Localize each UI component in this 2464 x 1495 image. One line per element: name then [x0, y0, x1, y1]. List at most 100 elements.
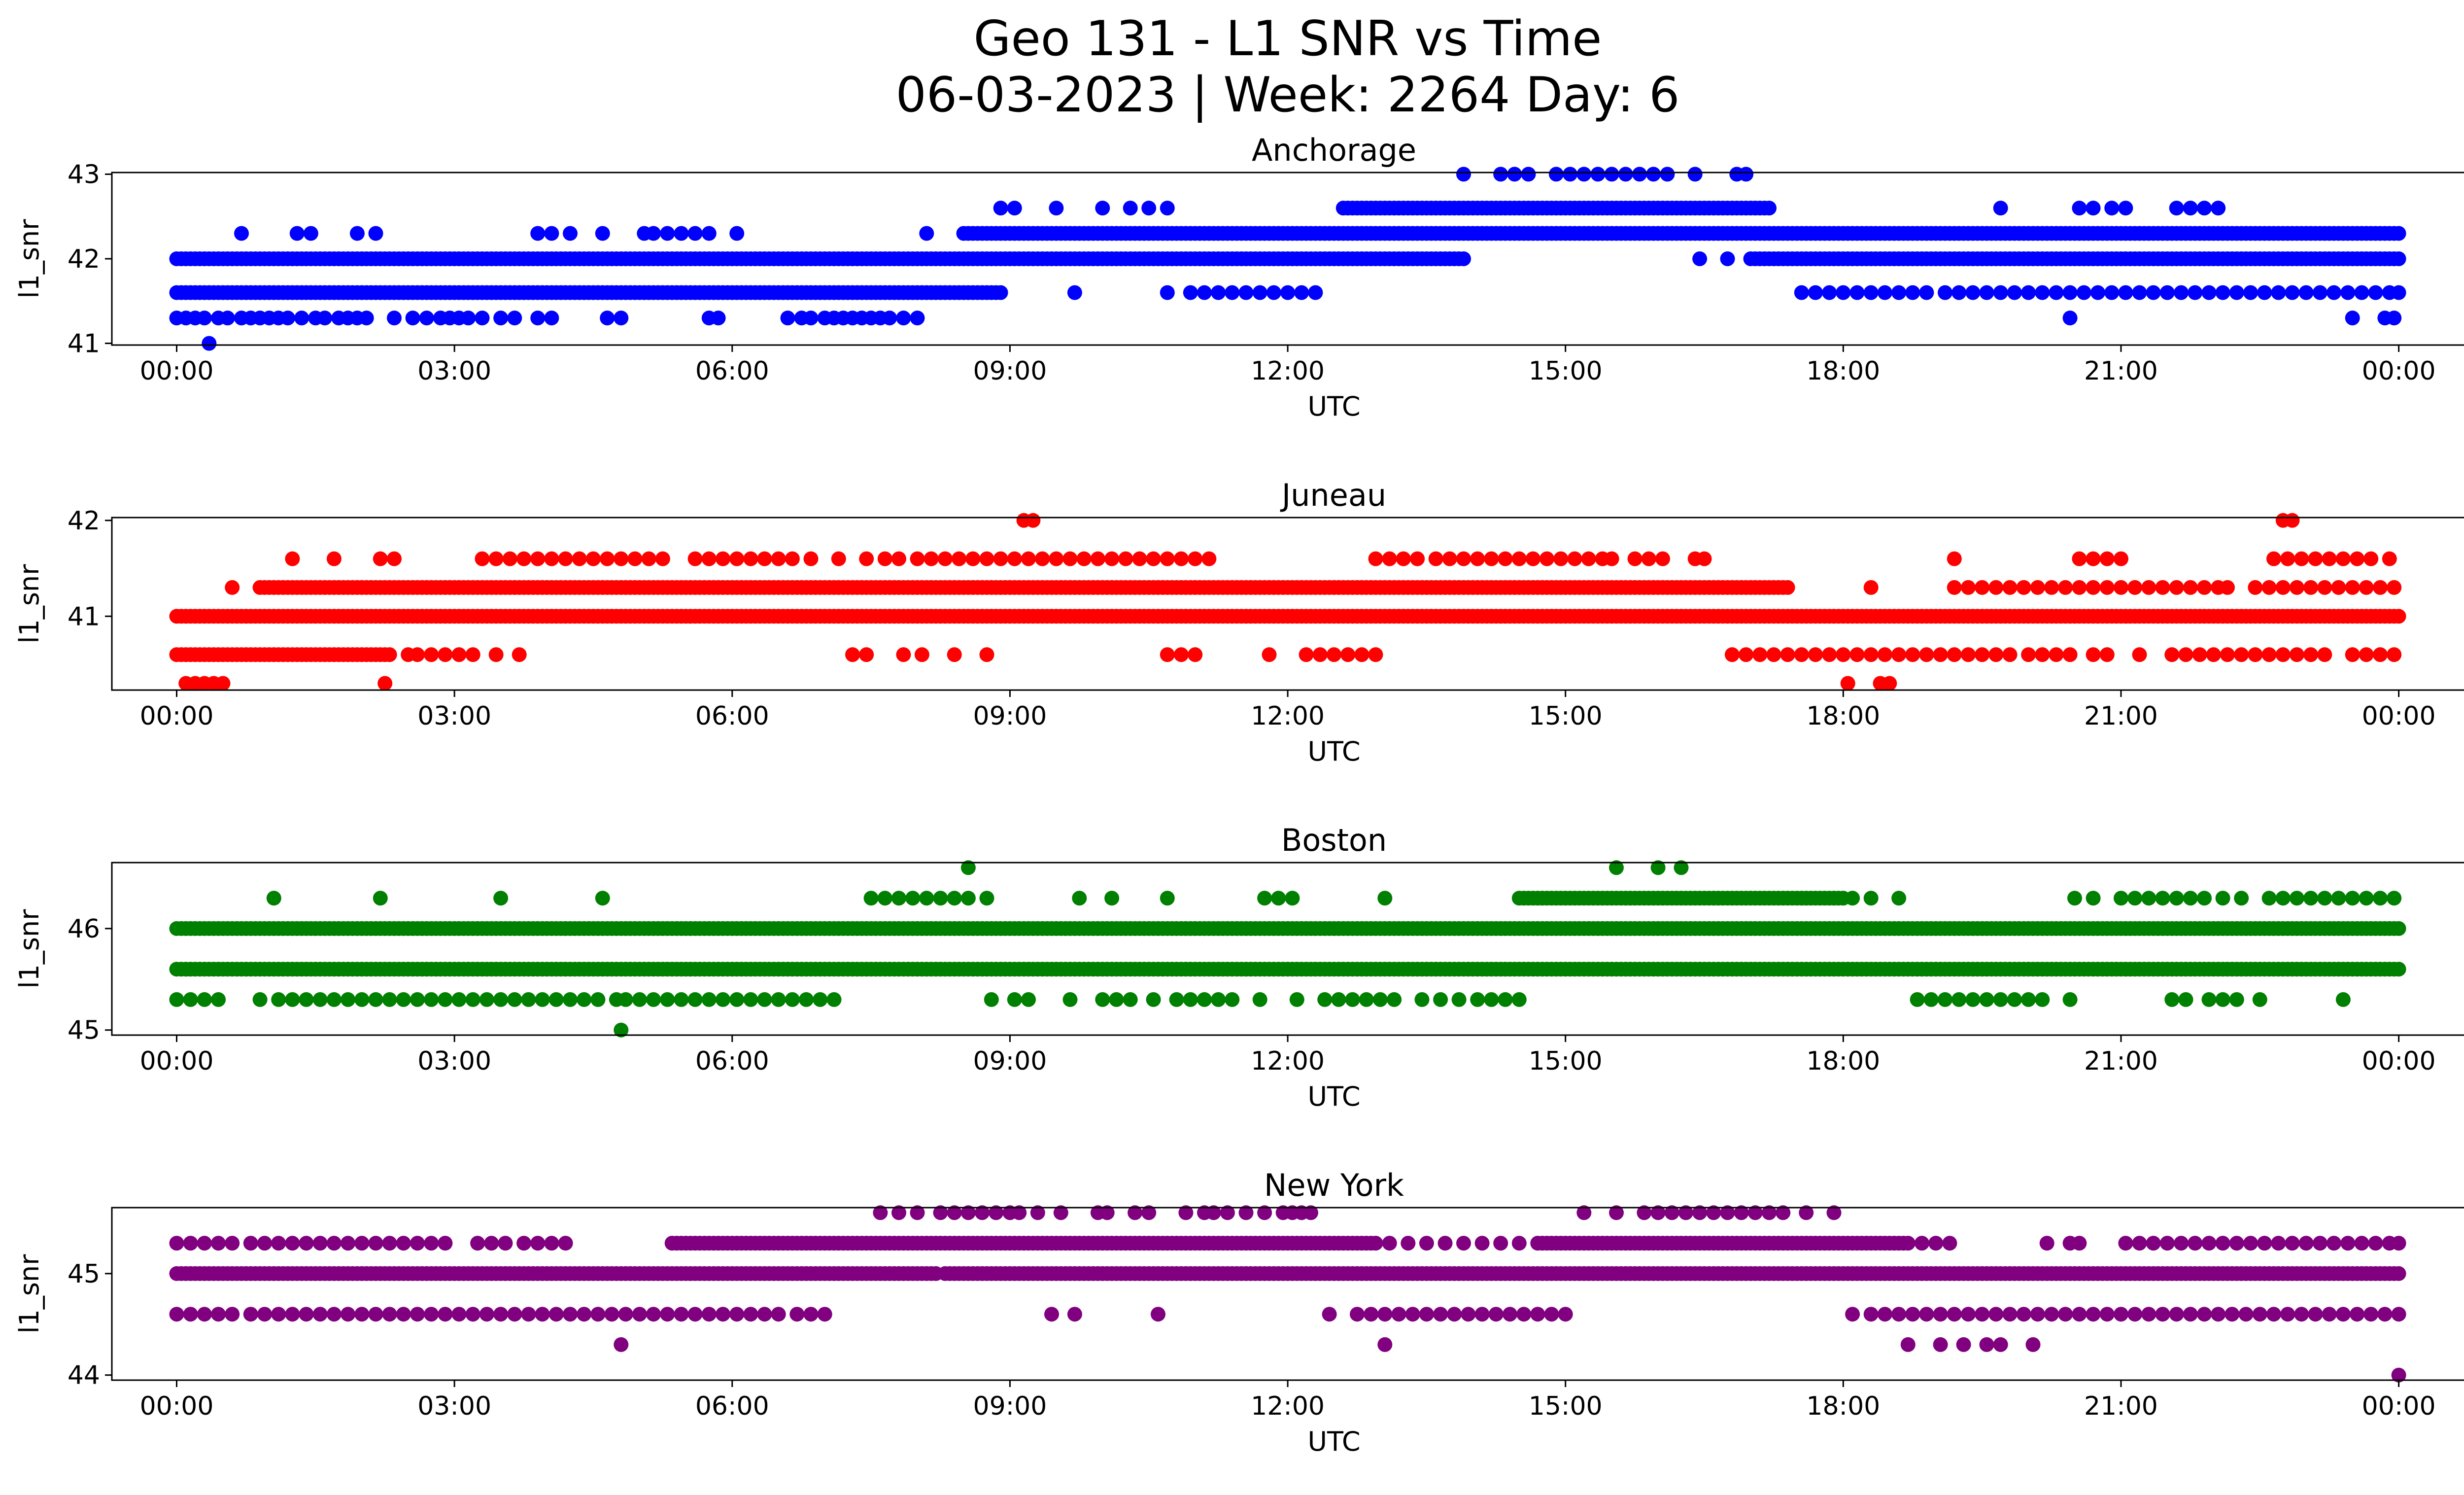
boston-data-point — [465, 992, 480, 1007]
anchorage-data-point — [1280, 285, 1296, 300]
anchorage-data-point — [1993, 201, 2008, 216]
new-york-x-tick-label: 06:00 — [695, 1391, 769, 1421]
new-york-data-point — [1391, 1307, 1406, 1322]
anchorage-data-point — [1576, 167, 1592, 182]
new-york-data-point — [410, 1236, 425, 1251]
new-york-data-point — [2030, 1307, 2045, 1322]
juneau-x-tick-label: 03:00 — [417, 701, 491, 731]
juneau-data-point — [1933, 647, 1948, 662]
anchorage-data-point — [317, 311, 333, 326]
juneau-data-point — [1442, 551, 1457, 566]
boston-data-point — [2391, 962, 2406, 977]
juneau-data-point — [1090, 551, 1105, 566]
anchorage-data-point — [882, 311, 897, 326]
new-york-data-point — [1220, 1205, 1235, 1220]
boston-data-point — [1414, 992, 1430, 1007]
juneau-data-point — [2285, 513, 2300, 528]
anchorage-data-point — [2201, 285, 2217, 300]
juneau-data-point — [2373, 647, 2388, 662]
juneau-data-point — [952, 551, 967, 566]
anchorage-data-point — [2076, 285, 2091, 300]
anchorage-data-point — [646, 226, 661, 241]
anchorage-data-point — [493, 311, 509, 326]
juneau-data-point — [641, 551, 656, 566]
boston-data-point — [1923, 992, 1939, 1007]
new-york-x-tick-label: 00:00 — [2362, 1391, 2436, 1421]
anchorage-data-point — [1849, 285, 1865, 300]
new-york-data-point — [1933, 1307, 1948, 1322]
anchorage-data-point — [563, 226, 578, 241]
juneau-data-point — [1863, 580, 1879, 595]
juneau-data-point — [1961, 647, 1976, 662]
juneau-data-point — [2072, 551, 2087, 566]
juneau-data-point — [488, 551, 504, 566]
juneau-data-point — [382, 647, 397, 662]
juneau-data-point — [2099, 647, 2115, 662]
new-york-data-point — [1762, 1205, 1777, 1220]
boston-data-point — [1845, 891, 1860, 906]
anchorage-data-point — [419, 311, 434, 326]
juneau-data-point — [1919, 647, 1934, 662]
new-york-data-point — [1206, 1205, 1221, 1220]
anchorage-data-point — [993, 201, 1008, 216]
new-york-data-point — [2391, 1367, 2406, 1383]
new-york-data-point — [354, 1236, 370, 1251]
boston-data-point — [2215, 992, 2230, 1007]
anchorage-data-point — [2104, 285, 2120, 300]
new-york-data-point — [1609, 1205, 1624, 1220]
anchorage-data-point — [1618, 167, 1633, 182]
new-york-data-point — [544, 1236, 559, 1251]
anchorage-data-point — [2243, 285, 2258, 300]
boston-data-point — [548, 992, 564, 1007]
boston-data-point — [590, 992, 606, 1007]
boston-data-point — [2141, 891, 2156, 906]
new-york-data-point — [1419, 1236, 1434, 1251]
new-york-data-point — [2229, 1236, 2244, 1251]
new-york-data-point — [1377, 1337, 1393, 1352]
anchorage-data-point — [1197, 285, 1212, 300]
juneau-data-point — [1947, 647, 1962, 662]
juneau-data-point — [2072, 580, 2087, 595]
new-york-data-point — [285, 1307, 300, 1322]
juneau-data-point — [1174, 647, 1189, 662]
boston-data-point — [266, 891, 281, 906]
new-york-data-point — [1706, 1205, 1721, 1220]
juneau-data-point — [2248, 580, 2263, 595]
boston-data-point — [2331, 891, 2346, 906]
anchorage-y-tick-label: 41 — [68, 329, 100, 359]
new-york-data-point — [354, 1307, 370, 1322]
boston-data-point — [479, 992, 494, 1007]
anchorage-data-point — [1095, 201, 1110, 216]
juneau-x-tick-label: 12:00 — [1251, 701, 1325, 731]
juneau-x-tick-label: 00:00 — [2362, 701, 2436, 731]
juneau-data-point — [2387, 580, 2402, 595]
juneau-data-point — [2220, 580, 2235, 595]
new-york-data-point — [1030, 1205, 1045, 1220]
anchorage-data-point — [1252, 285, 1267, 300]
anchorage-x-tick-label: 15:00 — [1529, 356, 1603, 386]
boston-data-point — [326, 992, 342, 1007]
anchorage-data-point — [530, 311, 546, 326]
anchorage-data-point — [1493, 167, 1508, 182]
juneau-data-point — [2132, 647, 2147, 662]
new-york-data-point — [1151, 1307, 1165, 1322]
boston-x-tick-label: 21:00 — [2084, 1046, 2158, 1076]
new-york-plot-frame — [111, 1207, 2464, 1381]
new-york-data-point — [1933, 1337, 1948, 1352]
new-york-data-point — [169, 1307, 184, 1322]
anchorage-data-point — [2132, 285, 2147, 300]
boston-x-tick-label: 00:00 — [140, 1046, 214, 1076]
new-york-data-point — [521, 1307, 536, 1322]
boston-data-point — [299, 992, 314, 1007]
new-york-data-point — [1576, 1205, 1592, 1220]
anchorage-data-point — [2391, 226, 2406, 241]
anchorage-data-point — [1007, 201, 1022, 216]
anchorage-data-point — [1604, 167, 1619, 182]
juneau-data-point — [1988, 580, 2004, 595]
juneau-data-point — [572, 551, 587, 566]
boston-data-point — [341, 992, 356, 1007]
anchorage-data-point — [1632, 167, 1647, 182]
boston-data-point — [1289, 992, 1304, 1007]
anchorage-data-point — [2146, 285, 2161, 300]
juneau-data-point — [1766, 647, 1781, 662]
